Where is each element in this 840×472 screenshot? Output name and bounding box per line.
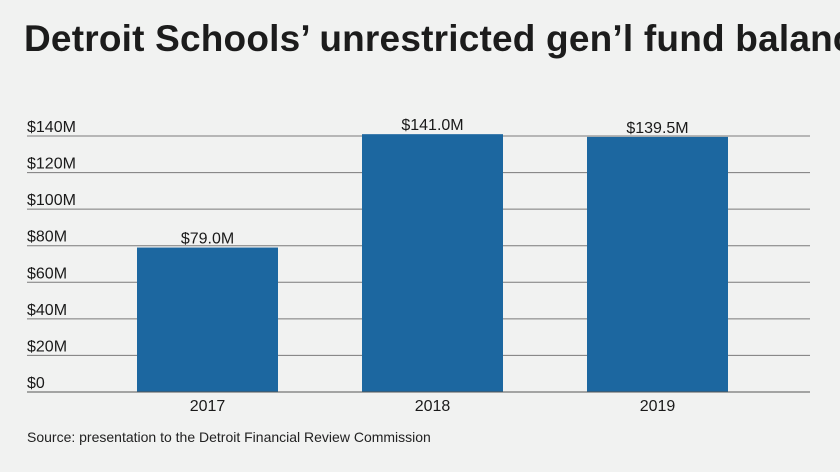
- bar: [362, 134, 503, 392]
- y-tick-label: $140M: [27, 119, 76, 136]
- data-label: $139.5M: [626, 120, 688, 137]
- data-label: $79.0M: [181, 231, 234, 248]
- chart-title: Detroit Schools’ unrestricted gen’l fund…: [24, 18, 840, 59]
- y-tick-label: $80M: [27, 229, 67, 246]
- y-tick-label: $40M: [27, 302, 67, 319]
- y-tick-label: $100M: [27, 192, 76, 209]
- source-note: Source: presentation to the Detroit Fina…: [27, 429, 431, 445]
- y-tick-label: $120M: [27, 156, 76, 173]
- x-tick-label: 2018: [415, 398, 451, 415]
- bar: [137, 247, 278, 392]
- y-tick-label: $20M: [27, 338, 67, 355]
- x-tick-label: 2019: [640, 398, 676, 415]
- y-tick-label: $0: [27, 375, 45, 392]
- bar: [587, 136, 728, 392]
- y-tick-label: $60M: [27, 265, 67, 282]
- x-tick-label: 2017: [190, 398, 226, 415]
- data-label: $141.0M: [401, 117, 463, 134]
